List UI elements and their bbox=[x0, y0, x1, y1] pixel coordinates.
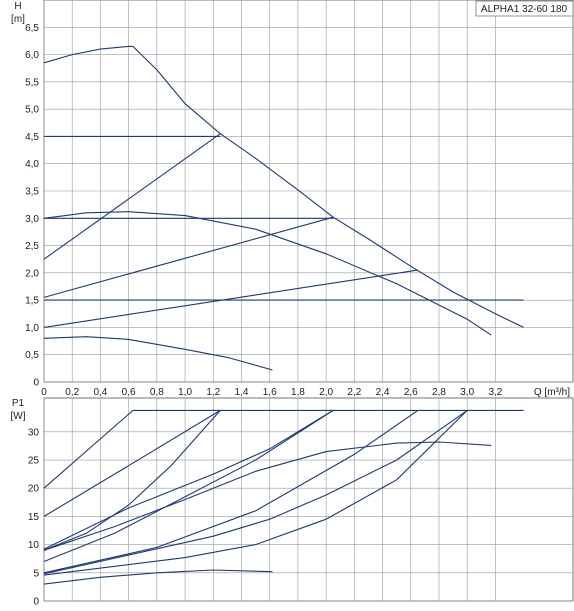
head-axis-unit: [m] bbox=[11, 14, 25, 25]
power-tick-labels: 0 5 10 15 20 25 30 bbox=[28, 427, 40, 607]
power-curve-2 bbox=[43, 409, 134, 489]
head-x-tick-label: 3,2 bbox=[488, 387, 502, 398]
head-x-tick-label: 2,8 bbox=[432, 387, 446, 398]
head-grid bbox=[43, 0, 574, 383]
head-x-tick-label: 2,2 bbox=[347, 387, 361, 398]
head-y-tick-label: 6,0 bbox=[25, 50, 39, 61]
power-curve-6 bbox=[43, 409, 334, 563]
power-curve-9 bbox=[43, 409, 468, 575]
head-x-tick-label: 2,4 bbox=[376, 387, 390, 398]
power-y-tick-label: 30 bbox=[28, 427, 40, 438]
head-y-tick-label: 5,5 bbox=[25, 77, 39, 88]
head-y-tick-label: 1,5 bbox=[25, 296, 39, 307]
power-curve-3 bbox=[43, 409, 221, 517]
power-axis-label: P1 bbox=[12, 398, 25, 409]
head-y-tick-label: 1,0 bbox=[25, 323, 39, 334]
head-curve-1 bbox=[43, 45, 524, 328]
head-y-tick-label: 4,0 bbox=[25, 159, 39, 170]
power-curve-11 bbox=[43, 569, 273, 585]
power-curve-5 bbox=[43, 409, 334, 550]
head-y-tick-label: 0 bbox=[33, 378, 39, 389]
head-y-tick-label: 6,5 bbox=[25, 23, 39, 34]
head-x-tick-label: 2,0 bbox=[319, 387, 333, 398]
head-y-tick-label: 4,5 bbox=[25, 132, 39, 143]
head-x-tick-label: 0,2 bbox=[65, 387, 79, 398]
head-curve-8 bbox=[43, 211, 492, 336]
head-curve-9 bbox=[43, 336, 273, 371]
head-x-tick-label: 2,6 bbox=[404, 387, 418, 398]
head-y-tick-label: 0,5 bbox=[25, 350, 39, 361]
head-x-tick-label: 1,6 bbox=[263, 387, 277, 398]
chart-title: ALPHA1 32-60 180 bbox=[481, 4, 568, 15]
power-plot-frame bbox=[43, 397, 574, 602]
head-x-tick-label: 0,4 bbox=[93, 387, 107, 398]
flow-axis-label: Q [m³/h] bbox=[534, 387, 570, 398]
power-y-tick-label: 10 bbox=[28, 540, 40, 551]
power-curves bbox=[43, 409, 524, 585]
power-y-tick-label: 0 bbox=[33, 597, 39, 608]
head-curve-3 bbox=[43, 133, 221, 260]
power-grid bbox=[43, 397, 574, 602]
power-panel: 0 5 10 15 20 25 30 P1 [W] bbox=[11, 397, 574, 608]
head-y-tick-label: 3,5 bbox=[25, 187, 39, 198]
head-x-tick-label: 1,4 bbox=[235, 387, 249, 398]
head-tick-labels: 0 0,5 1,0 1,5 2,0 2,5 3,0 3,5 4,0 4,5 5,0 5,5 6,0 6,5… bbox=[25, 23, 503, 398]
head-y-tick-label: 2,0 bbox=[25, 268, 39, 279]
power-y-tick-label: 20 bbox=[28, 484, 40, 495]
chart-title-box bbox=[475, 0, 574, 17]
head-curve-7 bbox=[43, 269, 418, 328]
head-x-tick-label: 0 bbox=[41, 387, 47, 398]
power-curve-8 bbox=[43, 410, 468, 576]
head-axis-label: H bbox=[14, 1, 21, 12]
power-y-tick-label: 5 bbox=[33, 568, 39, 579]
power-curve-10 bbox=[43, 441, 492, 551]
head-y-tick-label: 2,5 bbox=[25, 241, 39, 252]
head-x-tick-label: 1,8 bbox=[291, 387, 305, 398]
head-x-tick-label: 0,8 bbox=[150, 387, 164, 398]
power-y-tick-label: 15 bbox=[28, 512, 40, 523]
head-x-tick-label: 1,0 bbox=[178, 387, 192, 398]
power-curve-7 bbox=[43, 409, 419, 574]
power-axis-unit: [W] bbox=[11, 411, 26, 422]
head-x-tick-label: 3,0 bbox=[460, 387, 474, 398]
head-y-tick-label: 3,0 bbox=[25, 214, 39, 225]
power-curve-4 bbox=[43, 410, 221, 551]
power-y-tick-label: 25 bbox=[28, 456, 40, 467]
head-x-tick-label: 1,2 bbox=[206, 387, 220, 398]
head-curve-5 bbox=[43, 216, 334, 298]
head-curves bbox=[43, 45, 524, 371]
head-panel: 0 0,5 1,0 1,5 2,0 2,5 3,0 3,5 4,0 4,5 5,0 5,5 6,0 6,5… bbox=[11, 0, 574, 398]
head-x-tick-label: 0,6 bbox=[122, 387, 136, 398]
head-y-tick-label: 5,0 bbox=[25, 105, 39, 116]
